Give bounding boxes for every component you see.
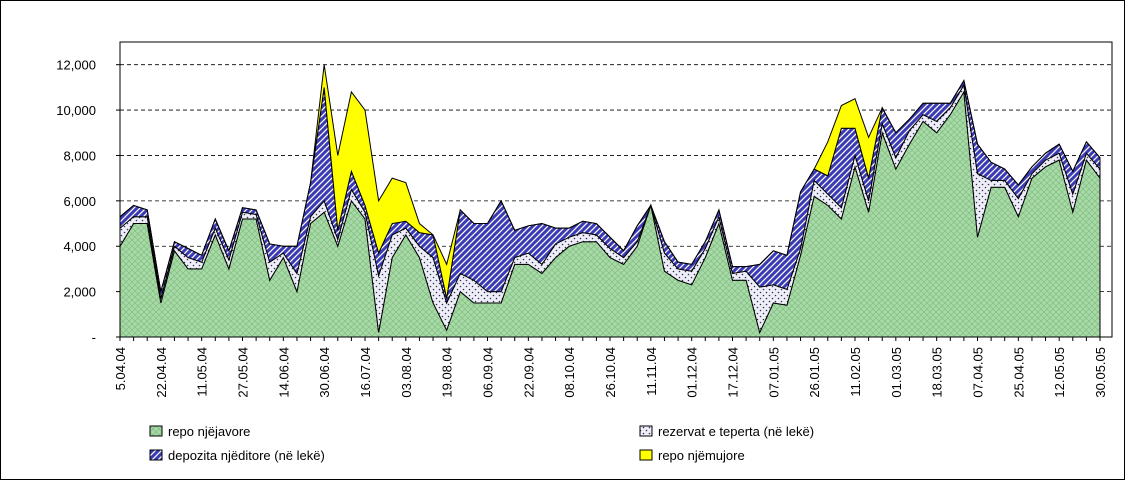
y-tick-label: -	[92, 330, 96, 345]
legend-swatch	[639, 425, 653, 437]
x-tick-label: 11.02.05	[848, 347, 863, 397]
y-tick-label: 6,000	[63, 194, 96, 209]
x-tick-label: 11.05.04	[195, 347, 210, 397]
y-tick-label: 8,000	[63, 148, 96, 163]
legend-label: repo njëjavore	[168, 424, 250, 439]
x-tick-label: 19.08.04	[440, 347, 455, 398]
x-tick-label: 26.01.05	[807, 347, 822, 398]
y-tick-label: 4,000	[63, 239, 96, 254]
x-tick-label: 08.10.04	[562, 347, 577, 398]
y-tick-label: 12,000	[56, 58, 96, 73]
x-tick-label: 12.05.05	[1052, 347, 1067, 398]
legend-label: repo njëmujore	[658, 448, 745, 463]
legend-swatch	[149, 425, 163, 437]
x-tick-label: 22.04.04	[154, 347, 169, 398]
legend-swatch	[149, 449, 163, 461]
x-tick-label: 14.06.04	[276, 347, 291, 398]
x-tick-label: 01.12.04	[685, 347, 700, 398]
x-tick-label: 30.06.04	[317, 347, 332, 398]
x-tick-label: 11.11.04	[644, 347, 659, 396]
x-tick-label: 03.08.04	[399, 347, 414, 398]
x-tick-label: 26.10.04	[603, 347, 618, 398]
x-tick-label: 30.05.05	[1093, 347, 1108, 398]
legend-swatch	[639, 449, 653, 461]
x-tick-label: 22.09.04	[521, 347, 536, 398]
legend-label: depozita njëditore (në lekë)	[168, 448, 325, 463]
x-tick-label: 5.04.04	[113, 347, 128, 390]
x-tick-label: 18.03.05	[930, 347, 945, 398]
x-tick-label: 07.04.05	[971, 347, 986, 398]
x-tick-label: 27.05.04	[236, 347, 251, 398]
x-tick-label: 06.09.04	[481, 347, 496, 398]
x-tick-label: 16.07.04	[358, 347, 373, 398]
legend-label: rezervat e teperta (në lekë)	[658, 424, 814, 439]
x-tick-label: 07.01.05	[766, 347, 781, 398]
x-tick-label: 01.03.05	[889, 347, 904, 398]
x-tick-label: 17.12.04	[726, 347, 741, 398]
x-tick-label: 25.04.05	[1011, 347, 1026, 398]
y-tick-label: 2,000	[63, 285, 96, 300]
y-tick-label: 10,000	[56, 103, 96, 118]
